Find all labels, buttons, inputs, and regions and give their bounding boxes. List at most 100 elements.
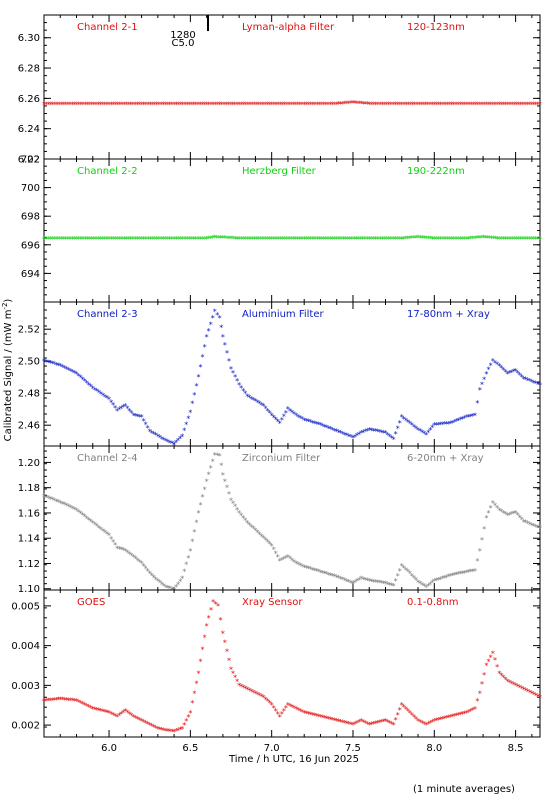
data-point: * — [249, 523, 253, 532]
data-point: * — [119, 710, 123, 719]
data-point: * — [276, 553, 280, 562]
data-point: * — [196, 669, 200, 678]
data-point: * — [90, 100, 94, 109]
data-point: * — [442, 420, 446, 429]
data-point: * — [287, 100, 291, 109]
data-point: * — [432, 100, 436, 109]
data-point: * — [244, 100, 248, 109]
data-point: * — [426, 100, 430, 109]
data-point: * — [214, 600, 218, 609]
data-point: * — [289, 100, 293, 109]
data-point: * — [387, 100, 391, 109]
data-point: * — [363, 235, 367, 244]
data-point: * — [412, 423, 416, 432]
data-point: * — [428, 235, 432, 244]
data-point: * — [189, 235, 193, 244]
data-point: * — [485, 234, 489, 243]
data-point: * — [530, 522, 534, 531]
data-point: * — [111, 235, 115, 244]
data-point: * — [314, 567, 318, 576]
data-point: * — [294, 412, 298, 421]
y-tick-label: 2.50 — [18, 357, 40, 368]
data-point: * — [351, 99, 355, 108]
data-point: * — [105, 235, 109, 244]
data-point: * — [196, 509, 200, 518]
data-point: * — [532, 379, 536, 388]
data-point: * — [467, 100, 471, 109]
data-point: * — [461, 710, 465, 719]
data-point: * — [536, 100, 540, 109]
y-axis-title: Calibrated Signal / (mW m-2) — [1, 299, 14, 442]
data-point: * — [136, 715, 140, 724]
data-point: * — [296, 100, 300, 109]
data-point: * — [284, 704, 288, 713]
data-point: * — [162, 582, 166, 591]
data-point: * — [91, 705, 95, 714]
data-point: * — [66, 235, 70, 244]
data-point: * — [209, 606, 213, 615]
data-point: * — [255, 398, 259, 407]
data-point: * — [414, 424, 418, 433]
data-point: * — [502, 235, 506, 244]
data-point: * — [471, 235, 475, 244]
averaging-footnote: (1 minute averages) — [413, 784, 515, 795]
data-point: * — [438, 716, 442, 725]
data-point: * — [437, 235, 441, 244]
data-point: * — [127, 407, 131, 416]
data-point: * — [371, 578, 375, 587]
data-point: * — [487, 658, 491, 667]
data-point: * — [329, 716, 333, 725]
data-point: * — [219, 462, 223, 471]
y-tick-label: 0.005 — [11, 601, 40, 612]
data-point: * — [396, 572, 400, 581]
data-point: * — [404, 705, 408, 714]
data-point: * — [391, 235, 395, 244]
data-point: * — [48, 495, 52, 504]
data-point: * — [318, 421, 322, 430]
data-point: * — [46, 235, 50, 244]
data-point: * — [250, 100, 254, 109]
data-point: * — [300, 415, 304, 424]
data-point: * — [278, 100, 282, 109]
data-point: * — [254, 235, 258, 244]
data-point: * — [56, 361, 60, 370]
data-point: * — [524, 519, 528, 528]
data-point: * — [221, 630, 225, 639]
data-point: * — [456, 235, 460, 244]
y-tick-label: 6.28 — [18, 64, 40, 75]
data-point: * — [291, 100, 295, 109]
data-point: * — [308, 565, 312, 574]
data-point: * — [291, 235, 295, 244]
data-point: * — [241, 235, 245, 244]
data-point: * — [218, 314, 222, 323]
data-point: * — [330, 235, 334, 244]
data-point: * — [133, 555, 137, 564]
data-point: * — [359, 575, 363, 584]
data-point: * — [311, 235, 315, 244]
data-point: * — [300, 708, 304, 717]
data-point: * — [307, 100, 311, 109]
data-point: * — [62, 235, 66, 244]
data-point: * — [72, 100, 76, 109]
data-point: * — [66, 696, 70, 705]
data-point: * — [146, 100, 150, 109]
data-point: * — [163, 100, 167, 109]
data-point: * — [422, 234, 426, 243]
data-point: * — [361, 718, 365, 727]
data-point: * — [417, 100, 421, 109]
data-point: * — [441, 235, 445, 244]
data-point: * — [398, 235, 402, 244]
data-point: * — [327, 715, 331, 724]
data-point: * — [42, 235, 46, 244]
data-point: * — [316, 713, 320, 722]
data-point: * — [168, 235, 172, 244]
data-point: * — [308, 711, 312, 720]
data-point: * — [75, 235, 79, 244]
data-point: * — [337, 718, 341, 727]
data-point: * — [439, 235, 443, 244]
data-point: * — [314, 712, 318, 721]
data-point: * — [254, 100, 258, 109]
data-point: * — [536, 380, 540, 389]
data-point: * — [482, 375, 486, 384]
data-point: * — [150, 722, 154, 731]
